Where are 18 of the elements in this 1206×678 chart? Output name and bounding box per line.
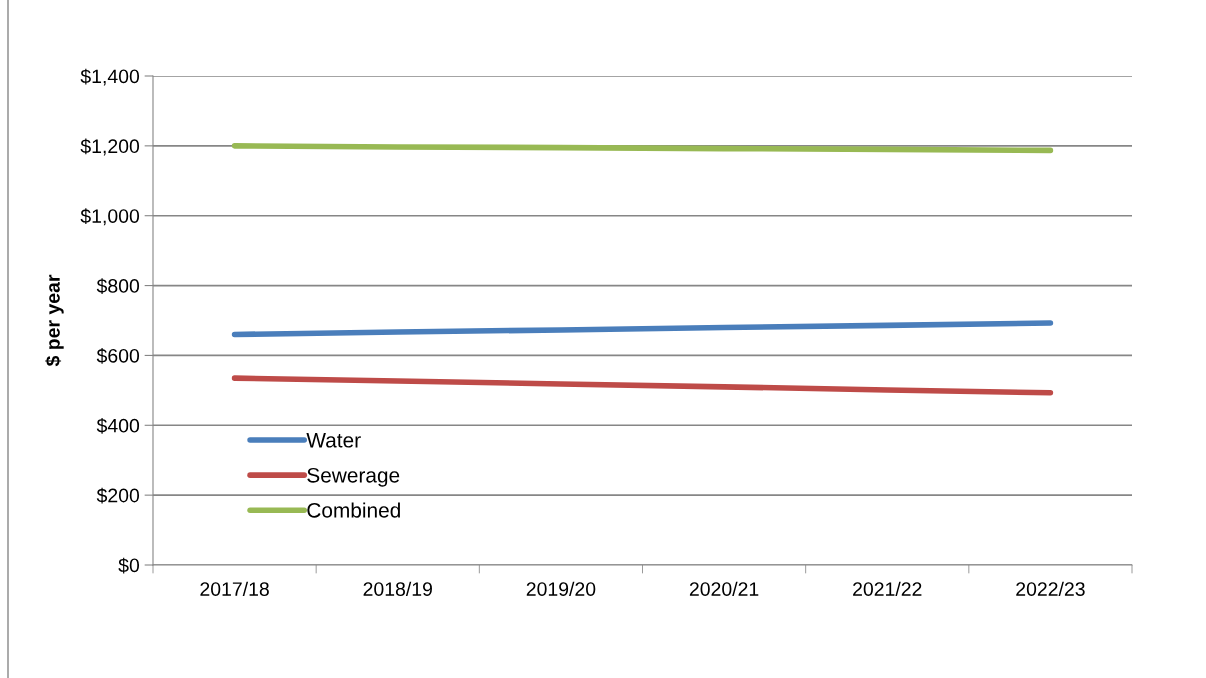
- x-tick-label: 2022/23: [1016, 581, 1085, 596]
- x-tick-label: 2020/21: [689, 581, 759, 596]
- x-tick-label: 2018/19: [363, 581, 432, 596]
- y-tick-label: $800: [96, 278, 140, 294]
- x-tick-label: 2019/20: [526, 581, 596, 596]
- y-tick-label: $400: [96, 417, 140, 434]
- legend-label: Sewerage: [307, 467, 400, 487]
- y-tick-label: $600: [96, 348, 140, 364]
- legend-label: Combined: [307, 502, 400, 518]
- legend-label: Water: [306, 433, 361, 448]
- y-tick-label: $1,400: [80, 68, 140, 86]
- y-axis-title: $ per year: [45, 274, 64, 367]
- x-tick-label: 2021/22: [853, 581, 922, 596]
- y-tick-label: $0: [118, 557, 140, 574]
- x-tick-label: 2017/18: [200, 581, 269, 596]
- y-tick-label: $200: [96, 487, 140, 504]
- y-tick-label: $1,000: [80, 208, 140, 226]
- y-tick-label: $1,200: [80, 138, 140, 156]
